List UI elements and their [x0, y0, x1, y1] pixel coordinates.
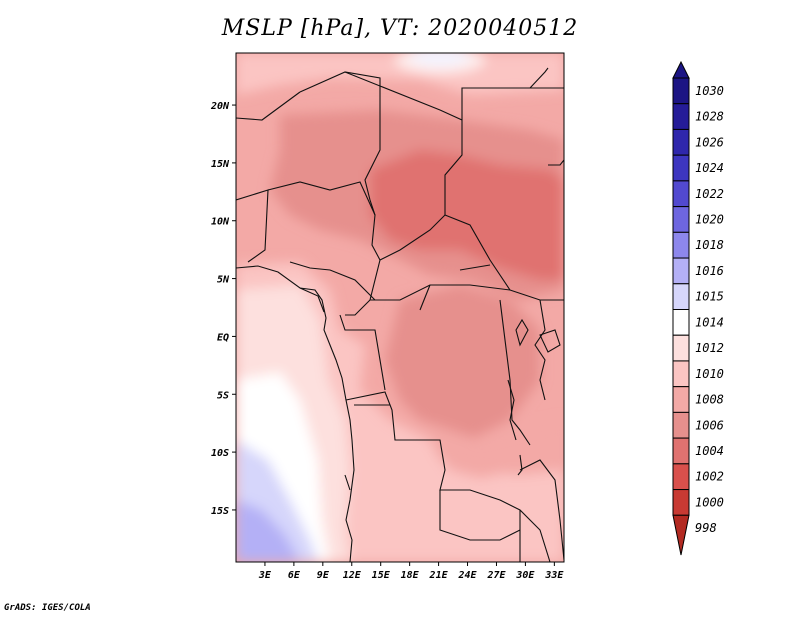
longitude-axis: 3E 6E 9E 12E 15E 18E 21E 24E 27E 30E 33E [258, 562, 564, 581]
colorbar-label: 1014 [695, 315, 724, 329]
colorbar-swatch [672, 180, 690, 208]
colorbar-label: 1010 [695, 367, 724, 381]
colorbar-swatch [672, 360, 690, 388]
lon-label: 33E [544, 570, 564, 581]
colorbar-label: 1012 [695, 341, 724, 355]
lat-label: 15N [211, 159, 230, 170]
lon-label: 6E [288, 570, 301, 581]
pressure-field [236, 53, 564, 562]
colorbar-swatch [672, 206, 690, 233]
colorbar-label: 1004 [695, 444, 724, 458]
colorbar-swatch [672, 283, 690, 310]
colorbar-top-arrow [672, 60, 690, 79]
colorbar-swatch [672, 231, 690, 259]
colorbar-label: 1008 [695, 393, 724, 407]
colorbar-swatch [672, 257, 690, 285]
colorbar-label: 1000 [695, 495, 724, 509]
country-borders [236, 67, 564, 562]
colorbar-bottom-arrow [672, 514, 690, 556]
lon-label: 24E [457, 570, 477, 581]
colorbar-label: 1015 [695, 290, 724, 304]
colorbar-swatch [672, 386, 690, 413]
lon-label: 3E [258, 570, 272, 581]
colorbar-label: 1006 [695, 418, 724, 432]
map-frame [235, 52, 565, 563]
colorbar-label: 998 [695, 521, 717, 535]
grads-credit: GrADS: IGES/COLA [4, 603, 91, 613]
map-title: MSLP [hPa], VT: 2020040512 [221, 16, 579, 41]
colorbar: 1030 1028 1026 1024 1022 1020 1018 1016 1015 1014… [672, 60, 724, 556]
colorbar-label: 1022 [695, 187, 724, 201]
colorbar-swatch [672, 77, 690, 105]
colorbar-swatch [672, 437, 690, 465]
lon-label: 9E [317, 570, 330, 581]
lat-label: 10N [211, 217, 230, 228]
lon-label: 12E [343, 570, 362, 581]
lat-label: EQ [217, 332, 229, 343]
lon-label: 30E [515, 570, 535, 581]
lon-label: 18E [401, 570, 420, 581]
colorbar-swatch [672, 463, 690, 491]
lat-label: 5N [217, 275, 230, 286]
lon-label: 21E [429, 570, 449, 581]
lon-label: 15E [372, 570, 391, 581]
colorbar-swatch [672, 411, 690, 439]
lon-label: 27E [486, 570, 506, 581]
colorbar-label: 1016 [695, 264, 724, 278]
colorbar-label: 1026 [695, 135, 724, 149]
colorbar-label: 1002 [695, 470, 724, 484]
colorbar-label: 1020 [695, 212, 724, 226]
colorbar-label: 1030 [695, 84, 724, 98]
lat-label: 5S [217, 390, 229, 401]
lat-label: 15S [211, 506, 229, 517]
colorbar-swatch [672, 489, 690, 516]
colorbar-swatch [672, 103, 690, 130]
colorbar-swatch [672, 334, 690, 362]
colorbar-label: 1028 [695, 110, 724, 124]
colorbar-swatch [672, 309, 690, 336]
colorbar-swatch [672, 154, 690, 182]
colorbar-label: 1024 [695, 161, 724, 175]
lat-label: 10S [211, 448, 229, 459]
lat-label: 20N [210, 101, 230, 112]
colorbar-swatch [672, 128, 690, 156]
colorbar-label: 1018 [695, 238, 724, 252]
latitude-axis: 20N 15N 10N 5N EQ 5S 10S 15S [210, 101, 236, 517]
